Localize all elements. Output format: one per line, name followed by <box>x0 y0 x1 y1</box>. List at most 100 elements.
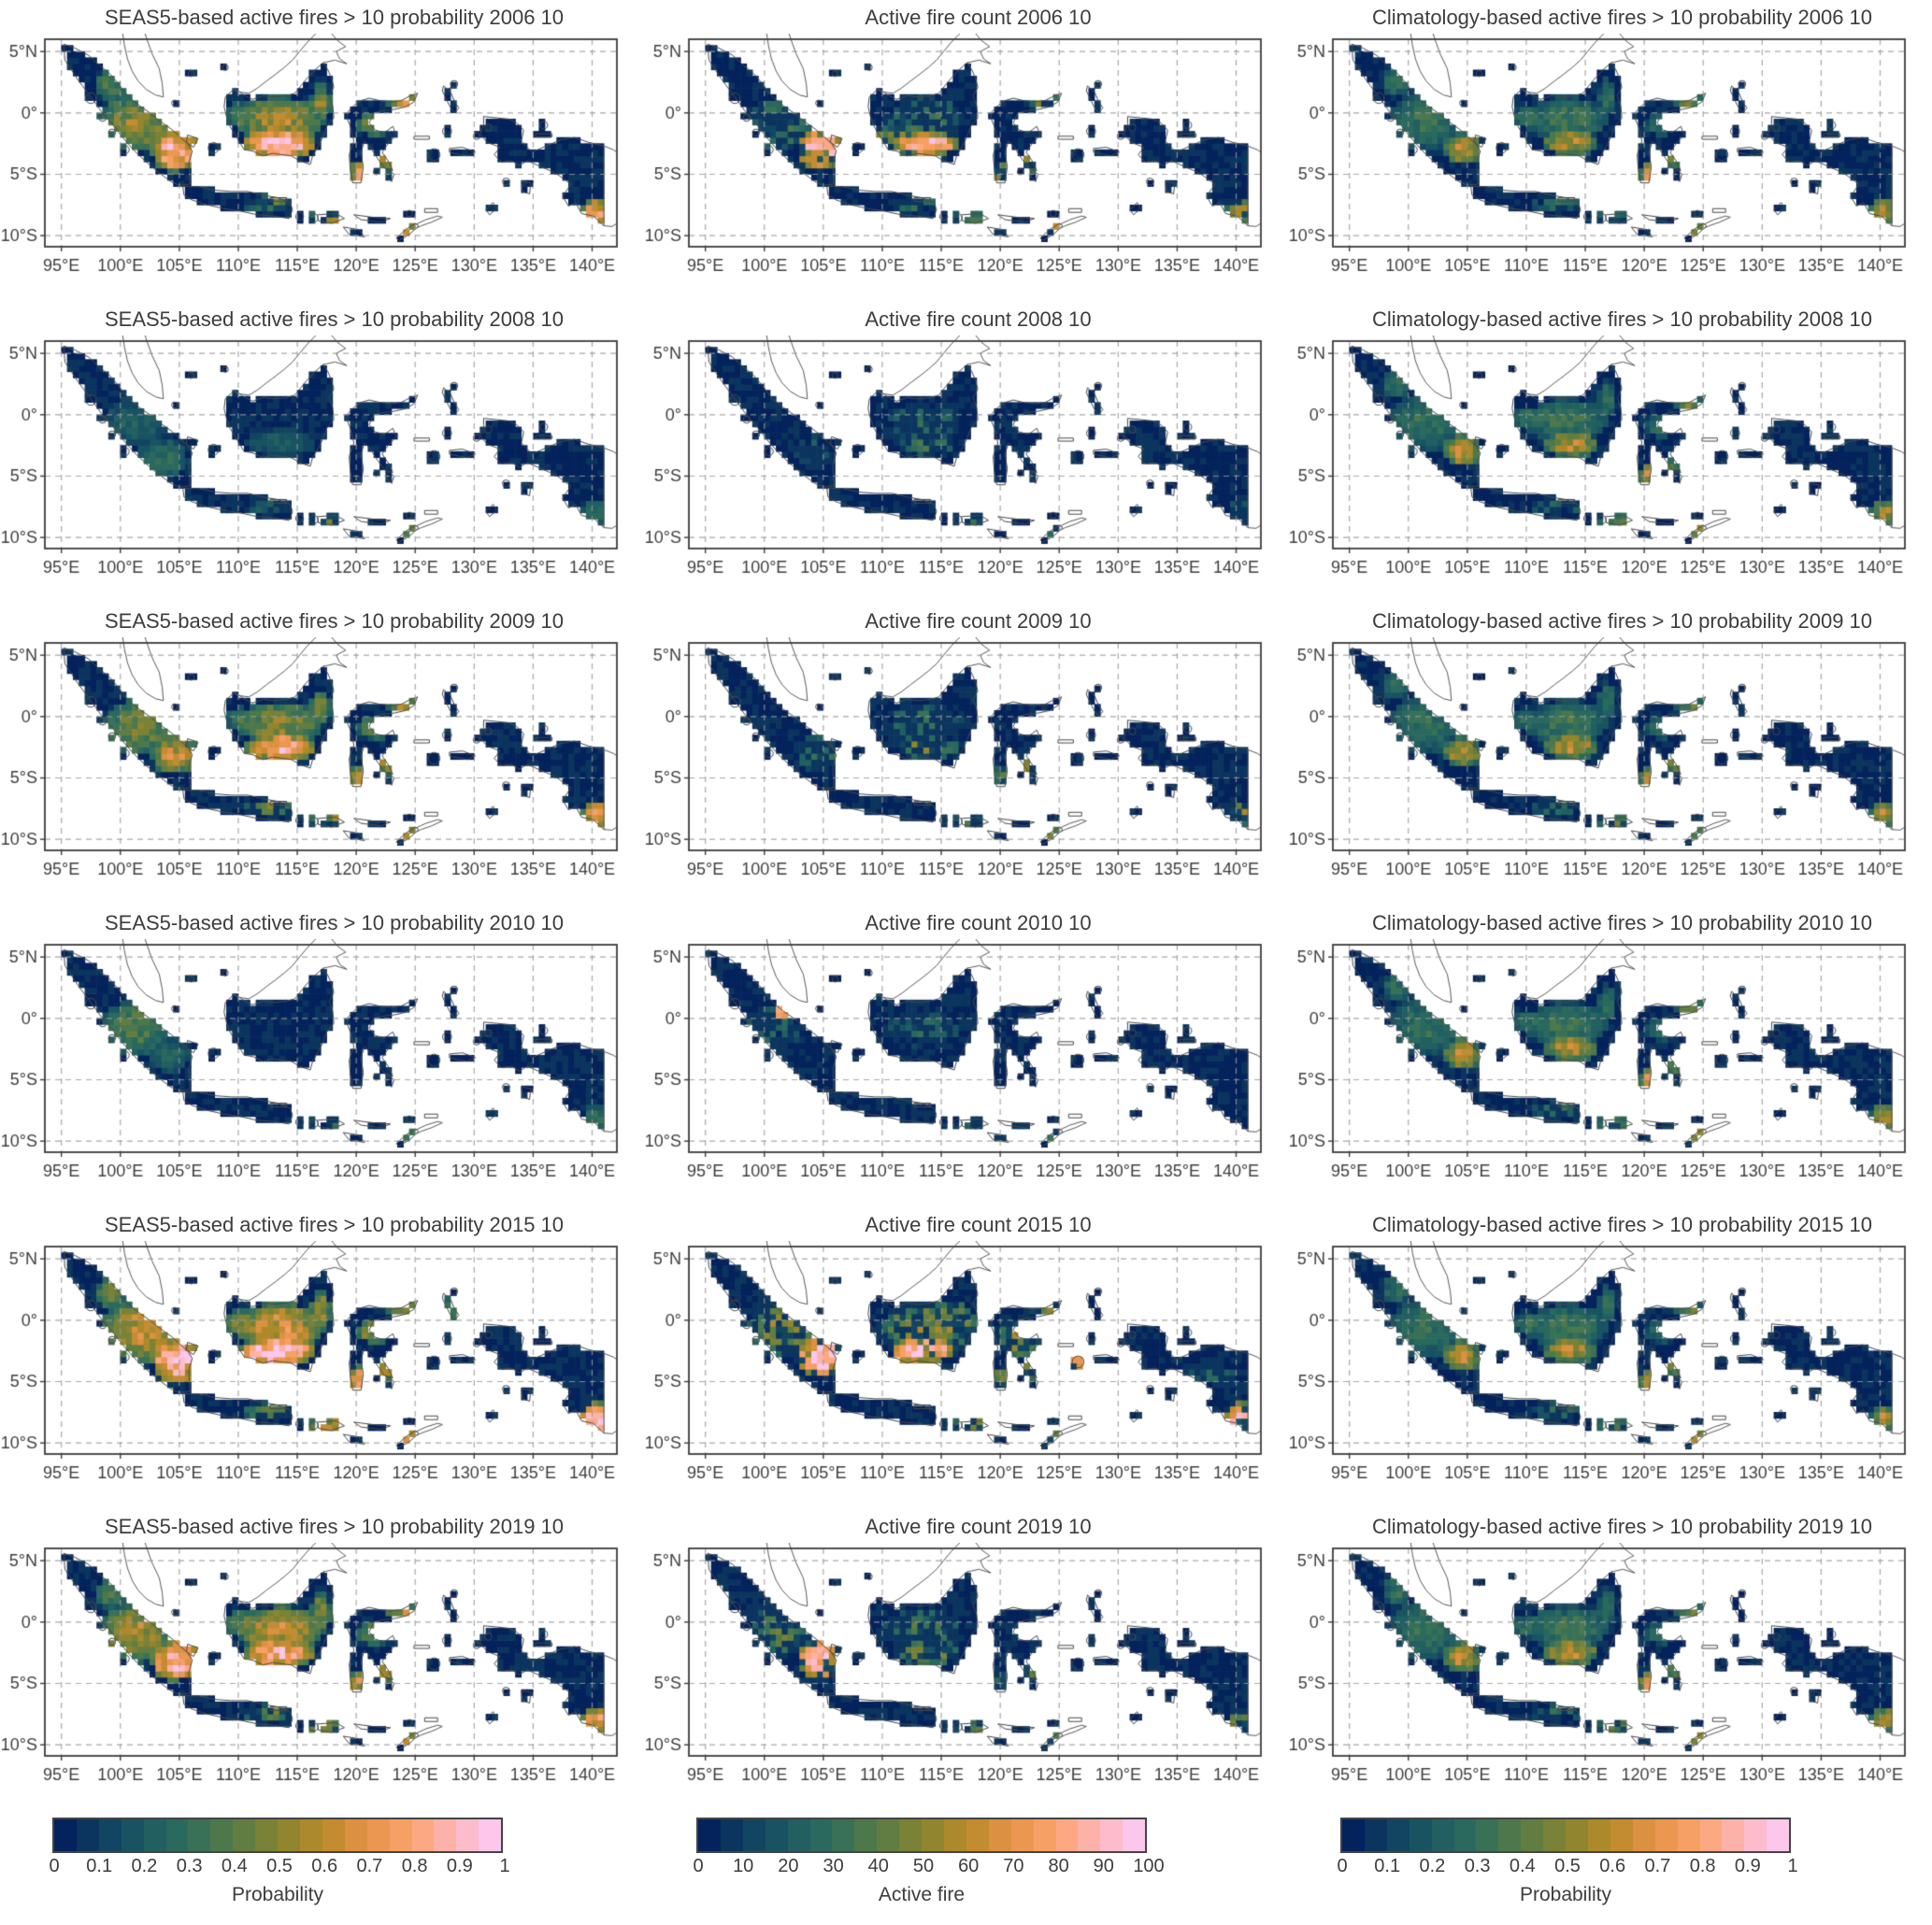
colorbar-segment <box>1431 1819 1454 1851</box>
colorbar-segment <box>456 1819 479 1851</box>
map-canvas-count-2009 <box>644 637 1288 905</box>
panel-seas5-2010: SEAS5-based active fires > 10 probabilit… <box>0 905 644 1207</box>
colorbar-segment <box>922 1819 944 1851</box>
colorbar-tick-label: 0.9 <box>446 1856 473 1876</box>
panel-title-clim-2006: Climatology-based active fires > 10 prob… <box>1371 6 1873 29</box>
panel-seas5-2006: SEAS5-based active fires > 10 probabilit… <box>0 0 644 302</box>
colorbar-tick-label: 30 <box>823 1856 844 1876</box>
colorbar-tick-label: 0 <box>1337 1856 1348 1876</box>
panel-seas5-2008: SEAS5-based active fires > 10 probabilit… <box>0 302 644 604</box>
colorbar-segment <box>1409 1819 1432 1851</box>
panel-seas5-2019: SEAS5-based active fires > 10 probabilit… <box>0 1509 644 1811</box>
colorbar-segment <box>366 1819 390 1851</box>
colorbar-segment <box>1453 1819 1477 1851</box>
colorbar-segment <box>278 1819 300 1851</box>
colorbar-segment <box>966 1819 989 1851</box>
colorbar-segment <box>411 1819 435 1851</box>
colorbar-segment <box>1744 1819 1767 1851</box>
map-canvas-count-2015 <box>644 1241 1288 1509</box>
colorbar-tick-label: 0.5 <box>1554 1856 1581 1876</box>
map-canvas-clim-2015 <box>1288 1241 1932 1509</box>
colorbar-tick-label: 1 <box>499 1856 510 1876</box>
colorbar-tick-label: 0.7 <box>1644 1856 1671 1876</box>
colorbar-segment <box>809 1819 833 1851</box>
colorbar-2: 0 0.1 0.2 0.3 0.4 0.5 0.6 0.7 0.8 0.9 1 Probability <box>1288 1811 1932 1925</box>
colorbar-tick-label: 50 <box>912 1856 935 1876</box>
panel-title-clim-2019: Climatology-based active fires > 10 prob… <box>1371 1515 1873 1538</box>
panel-title-seas5-2015: SEAS5-based active fires > 10 probabilit… <box>104 1213 565 1236</box>
colorbar-segment <box>1767 1819 1790 1851</box>
colorbar-tick-label: 0.4 <box>221 1856 248 1876</box>
colorbar-segment <box>1566 1819 1588 1851</box>
colorbar-segment <box>765 1819 788 1851</box>
panel-title-seas5-2019: SEAS5-based active fires > 10 probabilit… <box>104 1515 565 1538</box>
map-canvas-clim-2008 <box>1288 335 1932 604</box>
panel-count-2010: Active fire count 2010 10 <box>644 905 1288 1207</box>
panel-title-clim-2009: Climatology-based active fires > 10 prob… <box>1371 609 1873 633</box>
map-canvas-clim-2006 <box>1288 34 1932 302</box>
colorbar-segment <box>54 1819 77 1851</box>
colorbar-axis-label-0: Probability <box>231 1884 324 1905</box>
panel-title-seas5-2009: SEAS5-based active fires > 10 probabilit… <box>104 609 565 633</box>
colorbar-segment <box>1587 1819 1610 1851</box>
panel-title-clim-2008: Climatology-based active fires > 10 prob… <box>1371 307 1873 331</box>
colorbar-tick-label: 0.3 <box>176 1856 203 1876</box>
colorbar-segment <box>322 1819 345 1851</box>
colorbar-0: 0 0.1 0.2 0.3 0.4 0.5 0.6 0.7 0.8 0.9 1 Probability <box>0 1811 644 1925</box>
colorbar-tick-label: 0.3 <box>1464 1856 1491 1876</box>
colorbar-segment <box>1123 1819 1146 1851</box>
colorbar-segment <box>1610 1819 1633 1851</box>
panel-title-count-2010: Active fire count 2010 10 <box>865 911 1092 934</box>
colorbar-tick-label: 0.2 <box>1419 1856 1446 1876</box>
colorbar-axis-label-1: Active fire <box>878 1884 966 1905</box>
colorbar-segment <box>434 1819 457 1851</box>
colorbar-gradient-0 <box>52 1818 503 1853</box>
colorbar-segment <box>143 1819 166 1851</box>
colorbar-segment <box>121 1819 144 1851</box>
panel-title-count-2009: Active fire count 2009 10 <box>865 609 1092 633</box>
map-canvas-count-2010 <box>644 939 1288 1207</box>
map-canvas-clim-2019 <box>1288 1543 1932 1811</box>
panel-seas5-2015: SEAS5-based active fires > 10 probabilit… <box>0 1207 644 1509</box>
panel-title-clim-2010: Climatology-based active fires > 10 prob… <box>1371 911 1873 934</box>
map-canvas-clim-2010 <box>1288 939 1932 1207</box>
colorbar-segment <box>1055 1819 1079 1851</box>
colorbar-segment <box>1722 1819 1745 1851</box>
panel-clim-2009: Climatology-based active fires > 10 prob… <box>1288 604 1932 905</box>
colorbar-tick-label: 0.6 <box>311 1856 338 1876</box>
colorbar-segment <box>899 1819 923 1851</box>
colorbar-gradient-2 <box>1340 1818 1791 1853</box>
colorbar-segment <box>98 1819 122 1851</box>
panel-count-2009: Active fire count 2009 10 <box>644 604 1288 905</box>
colorbar-tick-label: 0.8 <box>401 1856 428 1876</box>
colorbar-segment <box>188 1819 211 1851</box>
colorbar-tick-label: 100 <box>1133 1856 1165 1876</box>
colorbar-tick-label: 0.8 <box>1689 1856 1716 1876</box>
colorbar-segment <box>1010 1819 1034 1851</box>
panel-title-count-2015: Active fire count 2015 10 <box>865 1213 1092 1236</box>
panel-title-seas5-2010: SEAS5-based active fires > 10 probabilit… <box>104 911 565 934</box>
panel-title-seas5-2006: SEAS5-based active fires > 10 probabilit… <box>104 6 565 29</box>
colorbar-segment <box>165 1819 189 1851</box>
colorbar-segment <box>1632 1819 1655 1851</box>
map-canvas-seas5-2015 <box>0 1241 644 1509</box>
colorbar-segment <box>1342 1819 1365 1851</box>
colorbar-tick-label: 0.9 <box>1734 1856 1761 1876</box>
colorbar-tick-label: 0 <box>693 1856 704 1876</box>
colorbar-tick-label: 0.6 <box>1599 1856 1626 1876</box>
map-canvas-seas5-2019 <box>0 1543 644 1811</box>
colorbar-segment <box>1033 1819 1056 1851</box>
panel-count-2015: Active fire count 2015 10 <box>644 1207 1288 1509</box>
colorbar-segment <box>76 1819 99 1851</box>
colorbar-tick-label: 70 <box>1003 1856 1024 1876</box>
colorbar-segment <box>1100 1819 1123 1851</box>
panel-title-count-2006: Active fire count 2006 10 <box>865 6 1092 29</box>
colorbar-segment <box>787 1819 810 1851</box>
colorbar-segment <box>1699 1819 1723 1851</box>
colorbar-tick-label: 0.1 <box>1374 1856 1401 1876</box>
panel-clim-2019: Climatology-based active fires > 10 prob… <box>1288 1509 1932 1811</box>
colorbar-segment <box>943 1819 966 1851</box>
colorbar-tick-label: 0.7 <box>356 1856 383 1876</box>
colorbar-segment <box>742 1819 766 1851</box>
